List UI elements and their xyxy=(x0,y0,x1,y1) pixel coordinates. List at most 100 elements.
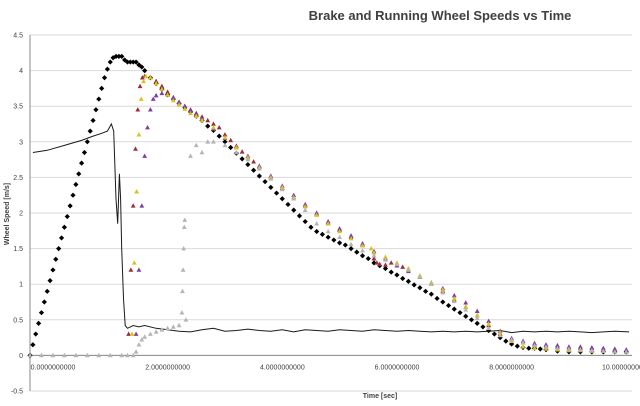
data-point xyxy=(222,139,228,145)
data-point xyxy=(81,149,88,156)
data-point xyxy=(239,149,245,154)
data-point xyxy=(325,228,331,234)
data-point xyxy=(371,250,377,255)
y-tick-label: 2.5 xyxy=(13,175,23,182)
data-point xyxy=(182,217,188,222)
data-point xyxy=(337,234,342,240)
y-axis-ticks: -0.5 0 0.5 1 1.5 2 2.5 3 3.5 4 4.5 xyxy=(11,33,23,396)
y-tick-label: 1.5 xyxy=(13,246,23,253)
x-tick-label: 0.0000000000 xyxy=(31,364,76,371)
series-0 xyxy=(32,122,630,334)
data-point xyxy=(84,352,90,358)
data-point xyxy=(142,153,148,158)
data-point xyxy=(79,160,85,166)
data-point xyxy=(368,246,374,251)
data-point xyxy=(133,59,139,65)
data-point xyxy=(133,349,139,354)
data-point xyxy=(228,137,234,143)
data-point xyxy=(170,324,176,329)
data-point xyxy=(165,89,170,94)
data-point xyxy=(600,348,606,353)
data-point xyxy=(491,331,497,337)
data-point xyxy=(497,330,503,335)
y-tick-label: 2 xyxy=(19,211,23,218)
data-point xyxy=(159,83,165,89)
data-point xyxy=(291,196,297,201)
data-point xyxy=(27,352,33,358)
data-point xyxy=(520,339,526,345)
data-point xyxy=(126,331,132,336)
data-point xyxy=(526,345,532,351)
data-point xyxy=(139,337,145,342)
data-point xyxy=(331,237,337,243)
data-point xyxy=(182,103,188,108)
data-point xyxy=(474,320,480,326)
data-point xyxy=(405,278,411,284)
data-point xyxy=(116,53,122,59)
data-point xyxy=(440,287,446,292)
data-point xyxy=(360,243,365,248)
data-point xyxy=(457,310,463,316)
data-point xyxy=(119,53,125,59)
data-point xyxy=(612,349,618,354)
y-tick-label: 3.5 xyxy=(13,104,23,111)
data-point xyxy=(124,59,131,65)
data-point xyxy=(73,352,79,358)
data-point xyxy=(137,83,143,89)
data-point xyxy=(188,110,193,116)
data-point xyxy=(497,332,503,338)
chart-title: Brake and Running Wheel Speeds vs Time xyxy=(309,8,572,23)
data-point xyxy=(285,201,291,208)
data-point xyxy=(348,236,354,241)
data-point xyxy=(428,291,434,297)
data-point xyxy=(325,221,331,226)
data-point xyxy=(400,264,406,269)
data-point xyxy=(463,300,469,305)
data-point xyxy=(371,253,377,258)
data-point xyxy=(337,226,342,231)
data-point xyxy=(170,97,176,103)
data-point xyxy=(234,149,239,155)
data-point xyxy=(434,295,440,302)
data-point xyxy=(188,107,193,113)
data-point xyxy=(179,310,185,315)
data-point xyxy=(36,320,42,326)
data-point xyxy=(383,254,388,259)
data-point xyxy=(451,306,457,312)
data-point xyxy=(181,246,187,251)
data-point xyxy=(371,255,377,261)
data-point xyxy=(136,267,142,272)
data-point xyxy=(216,124,222,130)
data-point xyxy=(348,233,354,238)
data-point xyxy=(337,228,342,234)
data-point xyxy=(129,331,135,336)
y-tick-label: 1 xyxy=(19,282,23,289)
data-point xyxy=(58,235,65,241)
data-point xyxy=(176,99,182,104)
y-tick-label: 4.5 xyxy=(13,33,23,40)
data-point xyxy=(76,171,82,177)
data-point xyxy=(383,257,388,262)
data-point xyxy=(128,267,134,272)
data-point xyxy=(302,218,308,225)
data-point xyxy=(182,106,188,111)
data-point xyxy=(411,282,417,288)
data-point xyxy=(273,190,280,196)
data-point xyxy=(245,161,251,168)
data-point xyxy=(130,59,136,65)
data-point xyxy=(180,288,185,294)
data-point xyxy=(474,312,480,318)
data-point xyxy=(474,315,480,321)
data-point xyxy=(148,331,153,336)
data-point xyxy=(337,240,343,246)
data-point xyxy=(463,313,469,319)
data-point xyxy=(96,96,102,102)
data-point xyxy=(279,186,285,192)
data-point xyxy=(451,292,457,298)
data-point xyxy=(133,146,138,151)
data-point xyxy=(520,344,526,349)
data-point xyxy=(139,64,145,70)
data-point xyxy=(99,85,105,91)
data-point xyxy=(143,73,149,79)
